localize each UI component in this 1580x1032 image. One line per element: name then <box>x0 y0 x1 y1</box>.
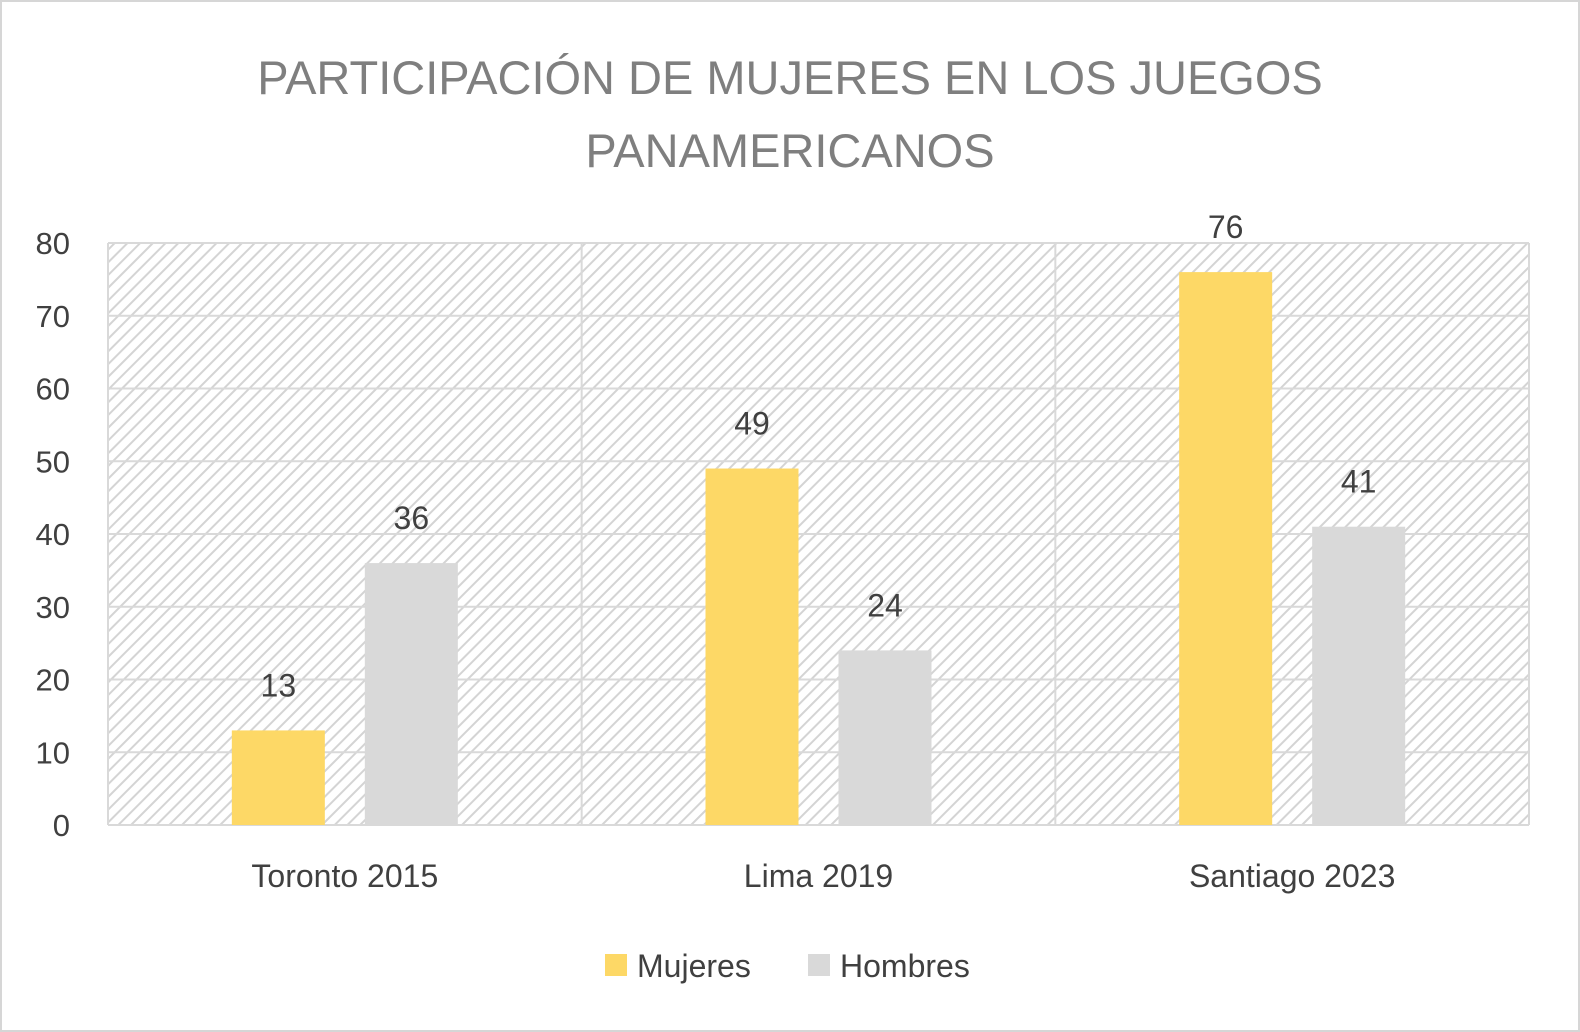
bar-hombres <box>364 563 458 825</box>
legend: Mujeres Hombres <box>605 948 970 984</box>
legend-label-mujeres: Mujeres <box>637 948 751 984</box>
x-category-label: Santiago 2023 <box>1189 858 1395 894</box>
y-tick-label: 70 <box>36 299 70 334</box>
y-tick-label: 40 <box>36 517 70 552</box>
data-label: 13 <box>261 667 297 703</box>
y-tick-label: 10 <box>36 735 70 770</box>
data-label: 76 <box>1208 209 1244 245</box>
legend-swatch-mujeres <box>605 954 627 976</box>
bar-hombres <box>838 650 932 825</box>
y-tick-label: 50 <box>36 444 70 479</box>
data-label: 49 <box>734 406 770 442</box>
chart-title-line-1: PARTICIPACIÓN DE MUJERES EN LOS JUEGOS <box>257 51 1323 104</box>
data-labels: 13 36 49 24 76 41 <box>261 209 1377 703</box>
data-label: 41 <box>1341 464 1377 500</box>
y-tick-label: 20 <box>36 663 70 698</box>
y-axis-ticks: 0 10 20 30 40 50 60 70 80 <box>36 226 70 843</box>
y-tick-label: 0 <box>53 808 70 843</box>
bar-hombres <box>1312 526 1406 825</box>
gridlines <box>107 242 1530 826</box>
y-tick-label: 60 <box>36 372 70 407</box>
bars <box>231 272 1406 826</box>
data-label: 36 <box>394 500 430 536</box>
y-tick-label: 80 <box>36 226 70 261</box>
bar-mujeres <box>705 468 799 825</box>
x-category-label: Toronto 2015 <box>251 858 438 894</box>
y-tick-label: 30 <box>36 590 70 625</box>
data-label: 24 <box>867 587 903 623</box>
x-axis-labels: Toronto 2015 Lima 2019 Santiago 2023 <box>251 858 1395 894</box>
legend-swatch-hombres <box>808 954 830 976</box>
x-category-label: Lima 2019 <box>744 858 893 894</box>
chart-title-line-2: PANAMERICANOS <box>585 124 994 177</box>
bar-mujeres <box>1179 272 1273 826</box>
legend-label-hombres: Hombres <box>840 948 970 984</box>
bar-mujeres <box>231 730 325 825</box>
